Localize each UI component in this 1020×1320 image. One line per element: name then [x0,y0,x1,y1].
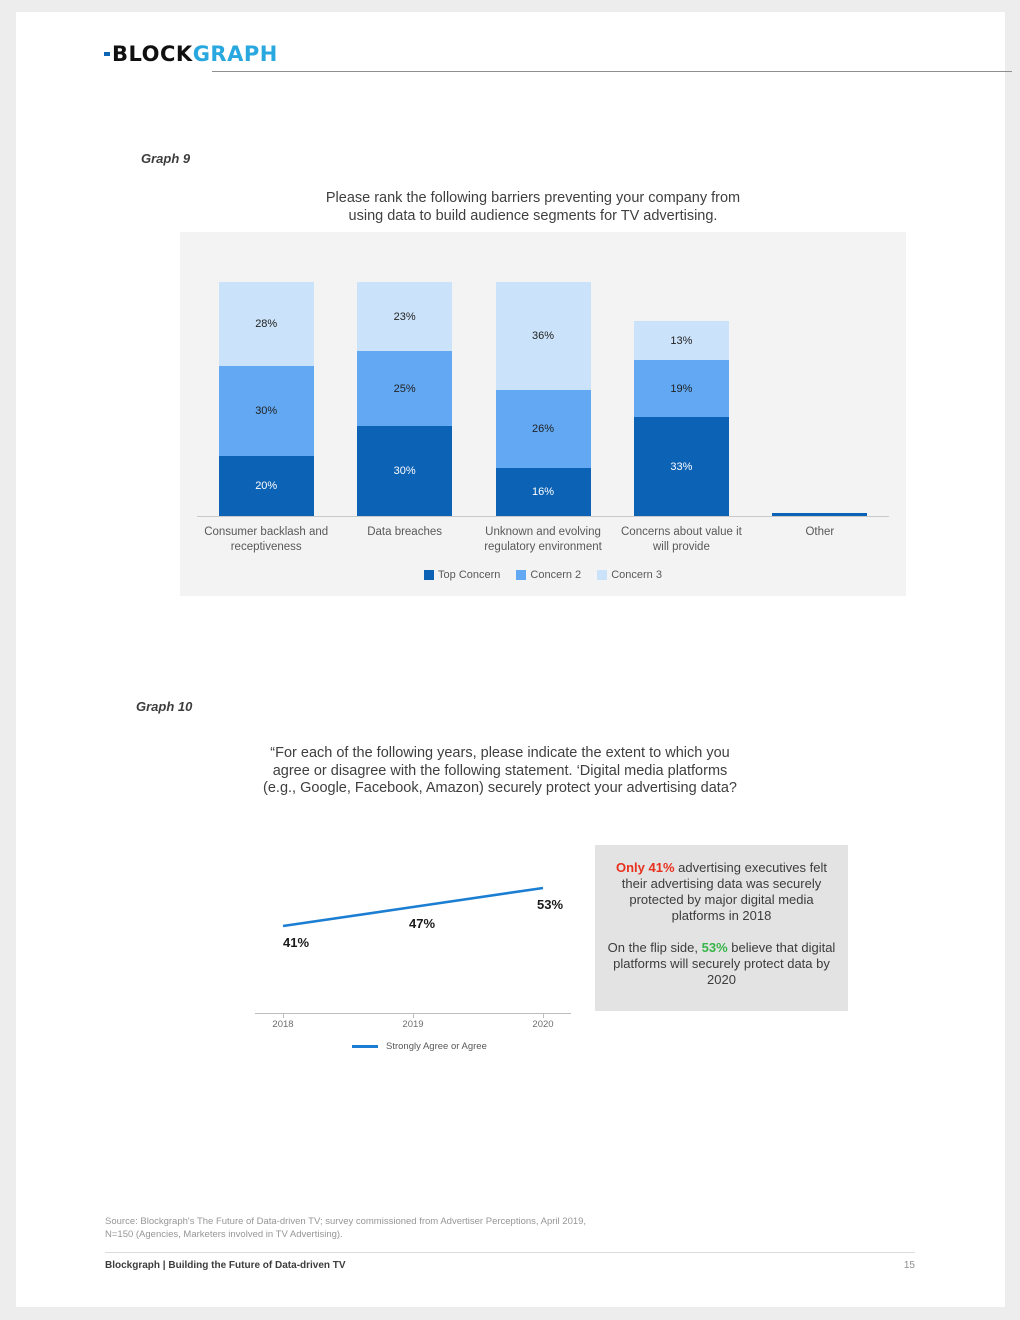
logo-square-icon [104,52,110,56]
bar-column: 23% 25% 30% [335,232,473,516]
footer-brand-line: Blockgraph | Building the Future of Data… [105,1260,346,1271]
callout-highlight-red: Only 41% [616,860,675,875]
graph10-title: “For each of the following years, please… [263,745,737,796]
bar-column: 28% 30% 20% [197,232,335,516]
bar-segment-concern-3: 36% [495,282,591,390]
bar-segment-concern-3: 13% [633,321,729,360]
bar-column: 36% 26% 16% [474,232,612,516]
trend-line [282,886,544,928]
g10-x-axis: 2018 2019 2020 [255,1013,571,1033]
g9-plot-area: 28% 30% 20% 23% 25% 30% 36% 26% 16% 13% 19% 33% [197,232,889,517]
bar-segment-concern-2: 26% [495,390,591,468]
callout-box: Only 41% advertising executives felt the… [595,845,848,1011]
axis-year-label: 2020 [532,1019,554,1030]
logo-text-graph: GRAPH [192,42,278,66]
axis-tick [283,1014,284,1018]
bar-segment-top-concern: 16% [495,468,591,516]
category-label: Data breaches [367,526,442,538]
graph9-chart: 28% 30% 20% 23% 25% 30% 36% 26% 16% 13% 19% 33% Con… [180,232,906,596]
category-label: Consumer backlash and receptiveness [204,526,329,553]
legend-item: Top Concern [424,569,500,581]
footer: Blockgraph | Building the Future of Data… [105,1260,915,1271]
bar-segment-concern-3: 23% [357,282,453,351]
line-data-label: 47% [409,916,435,931]
bar-column [751,232,889,516]
legend-swatch-icon [424,570,435,580]
legend-label: Concern 3 [611,569,662,581]
page-number: 15 [903,1260,915,1271]
axis-year-label: 2018 [272,1019,294,1030]
graph9-label: Graph 9 [141,151,191,166]
report-page [16,12,1005,1307]
legend-item: Concern 3 [597,569,662,581]
bar-segment-concern-2: 30% [218,366,314,456]
bar-segment-concern-2: 25% [357,351,453,426]
header-divider [212,71,1012,72]
callout-text-2b: believe that digital platforms will secu… [613,940,836,987]
legend-label: Top Concern [438,569,501,581]
g10-legend: Strongly Agree or Agree [352,1041,487,1052]
graph9-title: Please rank the following barriers preve… [325,190,741,224]
callout-text-1: advertising executives felt their advert… [621,860,827,923]
g9-category-axis: Consumer backlash and receptiveness Data … [197,525,889,555]
callout-highlight-green: 53% [701,940,728,955]
legend-item: Concern 2 [516,569,581,581]
category-label: Concerns about value it will provide [621,526,742,553]
bar-segment-top-concern [772,513,868,516]
category-label: Other [805,526,835,538]
line-data-label: 41% [283,935,309,950]
axis-year-label: 2019 [402,1019,424,1030]
bar-segment-top-concern: 33% [633,417,729,516]
legend-label: Concern 2 [530,569,582,581]
legend-swatch-icon [597,570,608,580]
line-data-label: 53% [537,897,563,912]
axis-tick [413,1014,414,1018]
logo-text-block: BLOCK [112,42,193,66]
bar-segment-concern-2: 19% [633,360,729,417]
callout-text-2a: On the flip side, [607,940,702,955]
g10-legend-label: Strongly Agree or Agree [386,1041,487,1052]
g10-legend-line-swatch [352,1045,378,1048]
bar-column: 13% 19% 33% [612,232,750,516]
bar-segment-top-concern: 20% [218,456,314,516]
callout-paragraph-2: On the flip side, 53% believe that digit… [607,940,836,988]
g9-legend: Top Concern Concern 2 Concern 3 [180,569,906,581]
source-note: Source: Blockgraph's The Future of Data-… [105,1216,587,1240]
g10-line-svg: 41% 47% 53% [282,886,563,950]
bar-segment-top-concern: 30% [357,426,453,516]
footer-divider [105,1252,915,1253]
graph10-label: Graph 10 [136,699,193,714]
callout-paragraph-1: Only 41% advertising executives felt the… [607,860,836,924]
blockgraph-logo: BLOCK GRAPH [104,42,278,66]
category-label: Unknown and evolving regulatory environm… [484,526,602,553]
legend-swatch-icon [516,570,527,580]
axis-tick [543,1014,544,1018]
bar-segment-concern-3: 28% [218,282,314,366]
